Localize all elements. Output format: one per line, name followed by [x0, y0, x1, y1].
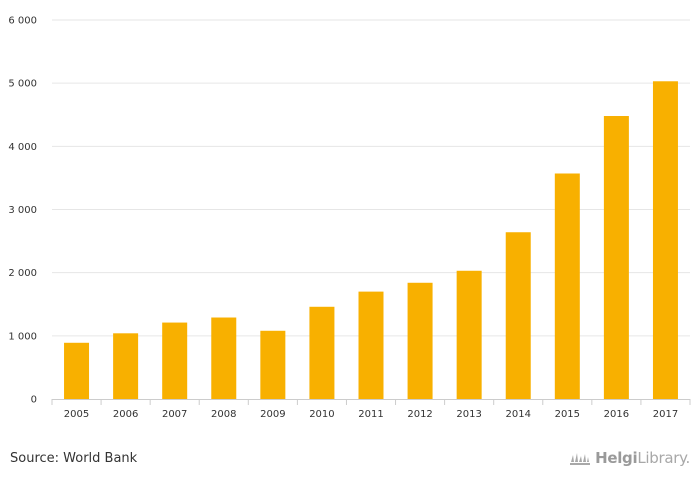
bar	[554, 173, 580, 399]
library-building-icon	[570, 453, 591, 465]
y-tick-label: 1 000	[8, 331, 37, 342]
bar	[211, 317, 237, 399]
bar	[456, 270, 482, 399]
gridlines	[52, 19, 690, 337]
bar-chart: 0 1 000 2 000 3 000 4 000 5 000 6 000 2005 2006…	[8, 16, 691, 420]
bar	[162, 322, 188, 399]
brand-name-light: Library.	[637, 449, 690, 467]
y-tick-label: 4 000	[8, 142, 37, 153]
bar	[64, 342, 90, 399]
source-label: Source: World Bank	[10, 451, 138, 466]
bar	[113, 333, 139, 399]
bar	[358, 291, 384, 399]
x-tick-label: 2016	[604, 409, 629, 420]
bars	[64, 81, 678, 399]
x-tick-label: 2017	[653, 409, 678, 420]
bar	[407, 282, 433, 399]
x-tick-label: 2006	[113, 409, 138, 420]
x-tick-label: 2010	[309, 409, 334, 420]
x-tick-label: 2005	[64, 409, 89, 420]
brand-name: HelgiLibrary.	[595, 449, 690, 467]
brand-name-bold: Helgi	[595, 449, 638, 467]
bar	[652, 81, 678, 399]
bar	[260, 330, 286, 399]
x-tick-label: 2015	[555, 409, 580, 420]
x-axis-labels: 2005 2006 2007 2008 2009 2010 2011 2012 2013 2014…	[64, 409, 678, 420]
bar	[505, 232, 531, 399]
bar	[309, 306, 335, 399]
y-tick-label: 3 000	[8, 205, 37, 216]
y-axis-labels: 0 1 000 2 000 3 000 4 000 5 000 6 000	[8, 16, 37, 406]
x-tick-label: 2012	[407, 409, 432, 420]
bar	[603, 116, 629, 399]
x-tick-label: 2013	[456, 409, 481, 420]
x-axis-ticks	[51, 399, 691, 405]
x-tick-label: 2008	[211, 409, 236, 420]
x-tick-label: 2011	[358, 409, 383, 420]
x-tick-label: 2007	[162, 409, 187, 420]
y-tick-label: 5 000	[8, 79, 37, 90]
y-tick-label: 0	[31, 395, 37, 406]
y-tick-label: 6 000	[8, 16, 37, 27]
helgi-library-logo: HelgiLibrary.	[569, 449, 690, 467]
x-tick-label: 2014	[506, 409, 531, 420]
y-tick-label: 2 000	[8, 268, 37, 279]
x-tick-label: 2009	[260, 409, 285, 420]
